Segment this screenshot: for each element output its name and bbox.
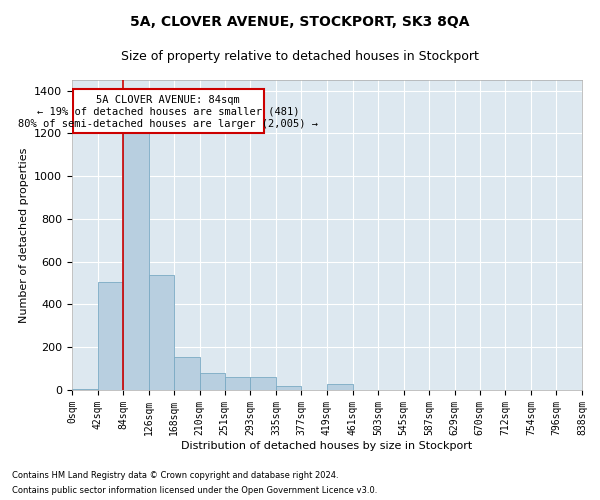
X-axis label: Distribution of detached houses by size in Stockport: Distribution of detached houses by size … [181, 440, 473, 450]
Text: 5A CLOVER AVENUE: 84sqm: 5A CLOVER AVENUE: 84sqm [96, 95, 240, 105]
Bar [276, 386, 301, 390]
Bar [327, 384, 353, 390]
Bar [98, 282, 123, 390]
Bar [72, 389, 98, 390]
Bar [250, 377, 276, 390]
Text: 80% of semi-detached houses are larger (2,005) →: 80% of semi-detached houses are larger (… [18, 118, 318, 128]
Bar [200, 373, 225, 390]
Text: ← 19% of detached houses are smaller (481): ← 19% of detached houses are smaller (48… [37, 107, 299, 117]
Bar [225, 377, 250, 390]
Text: 5A, CLOVER AVENUE, STOCKPORT, SK3 8QA: 5A, CLOVER AVENUE, STOCKPORT, SK3 8QA [130, 15, 470, 29]
Bar [123, 125, 149, 390]
Text: Contains HM Land Registry data © Crown copyright and database right 2024.: Contains HM Land Registry data © Crown c… [12, 471, 338, 480]
Text: Size of property relative to detached houses in Stockport: Size of property relative to detached ho… [121, 50, 479, 63]
Y-axis label: Number of detached properties: Number of detached properties [19, 148, 29, 322]
Bar [149, 274, 174, 390]
Bar [174, 357, 200, 390]
Text: Contains public sector information licensed under the Open Government Licence v3: Contains public sector information licen… [12, 486, 377, 495]
Bar [73, 88, 264, 134]
